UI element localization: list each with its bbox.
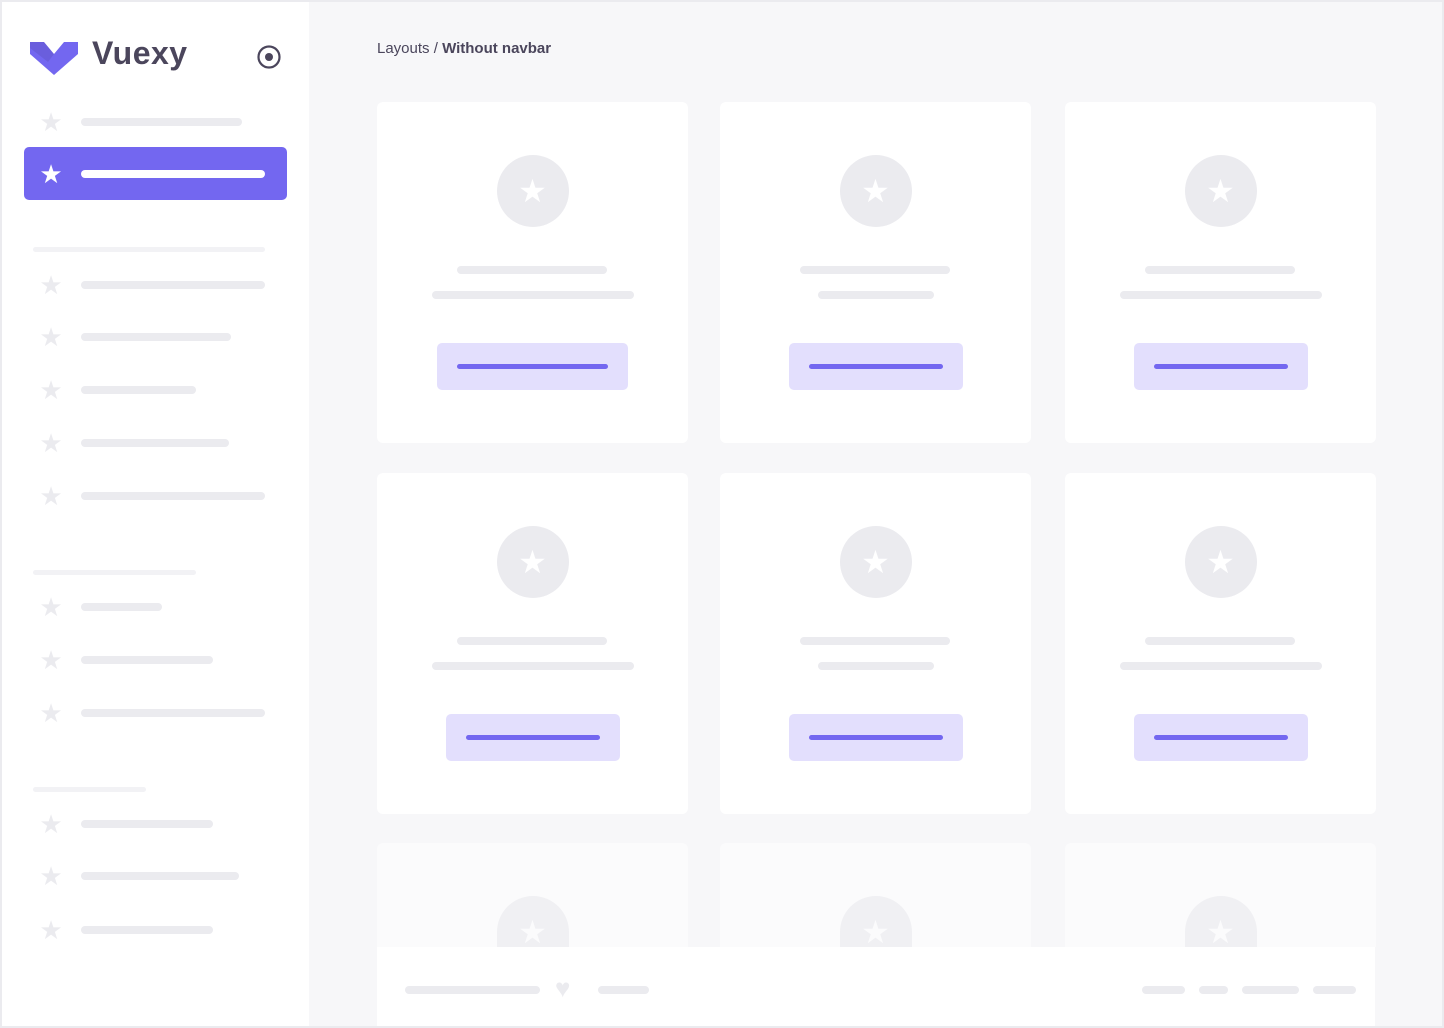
sidebar-item-label[interactable] xyxy=(81,170,265,178)
sidebar-item-label[interactable] xyxy=(81,439,229,447)
footer-text-placeholder xyxy=(598,986,649,994)
card-button-label xyxy=(808,364,943,369)
card-title-placeholder xyxy=(800,266,950,274)
star-icon: ★ xyxy=(39,107,63,137)
card-title-placeholder xyxy=(457,266,607,274)
footer-text-placeholder xyxy=(405,986,540,994)
card-title-placeholder xyxy=(1145,637,1295,645)
star-icon: ★ xyxy=(1184,526,1257,598)
star-icon: ★ xyxy=(1184,896,1257,950)
footer: ♥ xyxy=(377,947,1375,1026)
card-title-placeholder xyxy=(457,637,607,645)
star-icon: ★ xyxy=(39,481,63,511)
star-icon: ★ xyxy=(1184,155,1257,227)
sidebar-item-label[interactable] xyxy=(81,386,196,394)
card-button-label xyxy=(1153,735,1288,740)
star-icon: ★ xyxy=(39,915,63,945)
card-text-placeholder xyxy=(817,662,934,670)
star-icon: ★ xyxy=(39,322,63,352)
card-text-placeholder xyxy=(431,291,634,299)
sidebar-item-label[interactable] xyxy=(81,492,265,500)
footer-link[interactable] xyxy=(1142,986,1185,994)
breadcrumb: Layouts / Without navbar xyxy=(377,40,551,57)
sidebar-item-label[interactable] xyxy=(81,656,213,664)
card-button-label xyxy=(1153,364,1288,369)
card: ★ xyxy=(377,102,688,443)
star-icon: ★ xyxy=(39,270,63,300)
star-icon: ★ xyxy=(496,896,569,950)
card: ★ xyxy=(720,102,1031,443)
sidebar: Vuexy ★ ★ ★ ★ ★ ★ ★ ★ ★ ★ ★ ★ ★ xyxy=(2,2,309,1026)
heart-icon: ♥ xyxy=(555,973,571,1003)
sidebar-item-label[interactable] xyxy=(81,603,162,611)
card: ★ xyxy=(720,473,1031,814)
card-button[interactable] xyxy=(1133,714,1308,761)
card-text-placeholder xyxy=(1119,662,1322,670)
card-button-label xyxy=(808,735,943,740)
star-icon: ★ xyxy=(839,896,912,950)
card-text-placeholder xyxy=(1119,291,1322,299)
star-icon: ★ xyxy=(496,155,569,227)
star-icon: ★ xyxy=(39,428,63,458)
radio-circle-icon[interactable] xyxy=(256,44,282,70)
star-icon: ★ xyxy=(839,526,912,598)
breadcrumb-parent[interactable]: Layouts xyxy=(377,40,430,57)
card: ★ xyxy=(1065,843,1376,950)
sidebar-item-label[interactable] xyxy=(81,333,231,341)
breadcrumb-current: Without navbar xyxy=(442,40,552,57)
star-icon: ★ xyxy=(39,645,63,675)
star-icon: ★ xyxy=(839,155,912,227)
vuexy-logo-icon xyxy=(30,42,78,75)
footer-link[interactable] xyxy=(1199,986,1228,994)
section-divider xyxy=(33,570,196,575)
brand-name: Vuexy xyxy=(92,35,188,71)
card-button[interactable] xyxy=(445,714,620,761)
card-text-placeholder xyxy=(817,291,934,299)
section-divider xyxy=(33,247,265,252)
card-button[interactable] xyxy=(1133,343,1308,390)
sidebar-item-label[interactable] xyxy=(81,281,265,289)
card-button[interactable] xyxy=(437,343,628,390)
card: ★ xyxy=(377,473,688,814)
star-icon: ★ xyxy=(39,159,63,189)
sidebar-item-label[interactable] xyxy=(81,872,239,880)
sidebar-item-label[interactable] xyxy=(81,926,213,934)
card-button-label xyxy=(457,364,608,369)
card-button-label xyxy=(465,735,600,740)
star-icon: ★ xyxy=(39,592,63,622)
card-button[interactable] xyxy=(788,343,963,390)
sidebar-item-label[interactable] xyxy=(81,709,265,717)
card: ★ xyxy=(377,843,688,950)
card: ★ xyxy=(1065,102,1376,443)
card: ★ xyxy=(720,843,1031,950)
footer-link[interactable] xyxy=(1242,986,1299,994)
card-title-placeholder xyxy=(1145,266,1295,274)
sidebar-item-label[interactable] xyxy=(81,118,242,126)
star-icon: ★ xyxy=(39,375,63,405)
section-divider xyxy=(33,787,146,792)
breadcrumb-separator: / xyxy=(429,40,443,57)
sidebar-item-label[interactable] xyxy=(81,820,213,828)
star-icon: ★ xyxy=(39,809,63,839)
star-icon: ★ xyxy=(496,526,569,598)
star-icon: ★ xyxy=(39,698,63,728)
card-text-placeholder xyxy=(431,662,634,670)
footer-link[interactable] xyxy=(1313,986,1356,994)
star-icon: ★ xyxy=(39,861,63,891)
card: ★ xyxy=(1065,473,1376,814)
card-button[interactable] xyxy=(788,714,963,761)
card-title-placeholder xyxy=(800,637,950,645)
